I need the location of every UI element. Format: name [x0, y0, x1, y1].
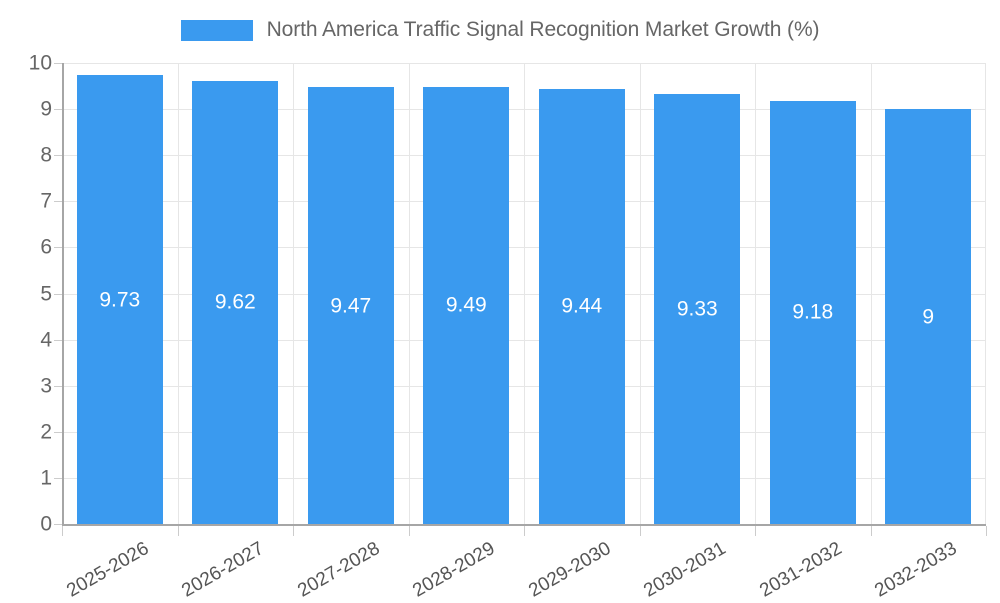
gridline-vertical: [524, 63, 525, 524]
x-axis-line: [62, 524, 986, 526]
legend-color-swatch-icon: [180, 19, 253, 41]
gridline-vertical: [177, 63, 179, 524]
bar-value-label: 9.73: [99, 288, 141, 312]
legend-item[interactable]: North America Traffic Signal Recognition…: [180, 18, 820, 42]
x-axis-tick-mark: [755, 526, 756, 536]
x-axis-tick-mark: [293, 526, 294, 536]
y-axis-tick-label: 3: [40, 374, 52, 398]
bar[interactable]: 9.73: [76, 75, 163, 524]
gridline-vertical: [639, 63, 641, 524]
x-axis-tick-label: 2029-2030: [525, 538, 615, 602]
x-axis-tick-mark: [870, 526, 872, 536]
y-axis-tick-label: 0: [40, 512, 52, 536]
y-axis-tick-mark: [54, 155, 62, 157]
gridline-vertical: [293, 63, 294, 524]
y-axis-tick-mark: [54, 385, 62, 387]
y-axis-tick-label: 9: [40, 97, 52, 121]
plot-right-border: [985, 63, 986, 524]
y-axis-tick-label: 7: [40, 189, 52, 213]
bar[interactable]: 9: [885, 109, 972, 524]
x-axis-tick-mark: [62, 526, 63, 536]
y-axis-tick-mark: [54, 477, 62, 479]
gridline-vertical: [870, 63, 872, 524]
y-axis-tick-mark: [54, 63, 62, 64]
bar-value-label: 9.49: [445, 293, 487, 317]
bar-value-label: 9.62: [214, 290, 256, 314]
y-axis-tick-mark: [54, 201, 62, 203]
y-axis-labels: 0 1 2 3 4 5 6 7 8 9 10: [0, 53, 52, 535]
y-axis-tick-label: 6: [40, 235, 52, 259]
x-axis-tick-label: 2026-2027: [178, 538, 268, 602]
y-axis-tick-label: 8: [40, 143, 52, 167]
y-axis-line: [62, 63, 64, 526]
bar[interactable]: 9.44: [538, 88, 625, 524]
x-axis-tick-label: 2031-2032: [756, 538, 846, 602]
y-axis-tick-mark: [54, 109, 62, 111]
y-axis-tick-label: 1: [40, 466, 52, 490]
bar[interactable]: 9.49: [423, 86, 510, 524]
chart-legend: North America Traffic Signal Recognition…: [0, 14, 1000, 46]
y-axis-tick-mark: [54, 431, 62, 433]
x-axis-tick-label: 2027-2028: [294, 538, 384, 602]
bar[interactable]: 9.62: [192, 80, 279, 524]
bar[interactable]: 9.47: [307, 87, 394, 524]
y-axis-tick-label: 5: [40, 282, 52, 305]
x-axis-tick-mark: [177, 526, 179, 536]
plot-area: 9.73 9.62 9.47 9.49 9.44 9.33 9.18 9: [62, 63, 986, 525]
y-axis-tick-label: 2: [40, 420, 52, 444]
bar-value-label: 9.44: [561, 294, 603, 318]
bar-value-label: 9.47: [330, 294, 372, 318]
y-axis-tick-label: 10: [28, 51, 52, 75]
bar-value-label: 9.33: [676, 297, 718, 321]
bar[interactable]: 9.18: [769, 100, 856, 524]
x-axis-tick-label: 2025-2026: [63, 538, 153, 602]
x-axis-tick-mark: [408, 526, 410, 536]
y-axis-tick-mark: [54, 524, 62, 525]
gridline-vertical: [408, 63, 410, 524]
x-axis-tick-mark: [639, 526, 641, 536]
x-axis-tick-label: 2032-2033: [871, 538, 961, 602]
legend-item-label: North America Traffic Signal Recognition…: [266, 18, 820, 41]
x-axis-tick-mark: [986, 526, 987, 536]
x-axis-tick-mark: [524, 526, 525, 536]
gridline-vertical: [755, 63, 756, 524]
bar[interactable]: 9.33: [654, 93, 741, 524]
y-axis-tick-label: 4: [40, 328, 52, 352]
y-axis-tick-mark: [54, 293, 62, 295]
bar-value-label: 9.18: [792, 300, 834, 324]
bar-value-label: 9: [922, 305, 935, 329]
x-axis-tick-label: 2030-2031: [640, 538, 730, 602]
y-axis-tick-mark: [54, 339, 62, 341]
x-axis-tick-label: 2028-2029: [409, 538, 499, 602]
y-axis-tick-mark: [54, 247, 62, 249]
